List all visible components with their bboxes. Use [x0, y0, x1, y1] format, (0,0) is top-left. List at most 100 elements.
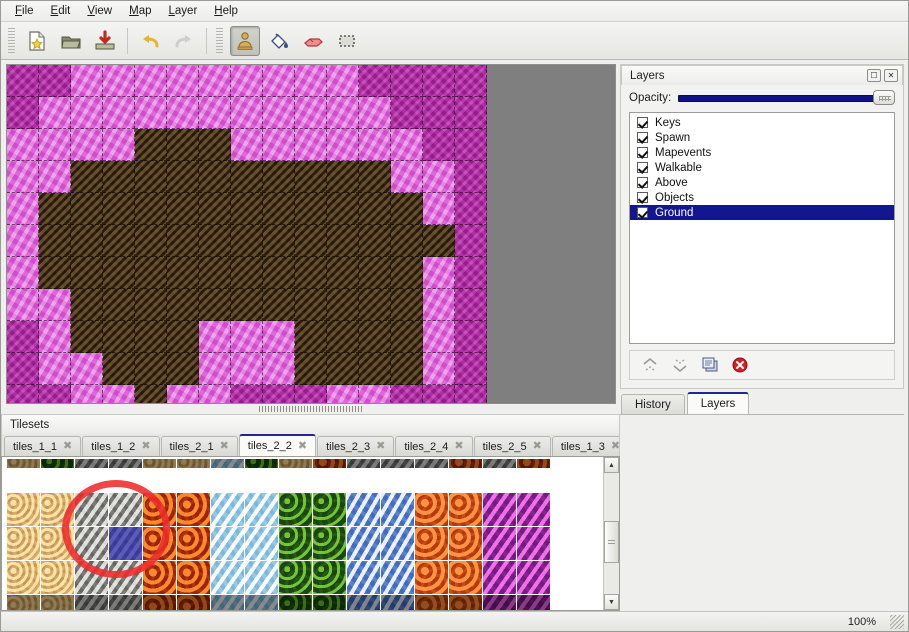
- tileset-tile[interactable]: [211, 561, 244, 594]
- side-tab-history[interactable]: History: [621, 394, 685, 414]
- layer-visibility-checkbox[interactable]: [637, 177, 648, 188]
- map-tile[interactable]: [7, 161, 39, 193]
- map-tile[interactable]: [71, 129, 103, 161]
- tileset-tile[interactable]: [143, 527, 176, 560]
- tileset-tile[interactable]: [109, 527, 142, 560]
- tileset-tile[interactable]: [415, 595, 448, 610]
- tileset-tile[interactable]: [381, 561, 414, 594]
- map-tile[interactable]: [7, 321, 39, 353]
- tileset-tile[interactable]: [415, 493, 448, 526]
- menu-item-view[interactable]: View: [87, 4, 113, 17]
- tileset-tab-close-icon[interactable]: ✖: [297, 439, 308, 452]
- map-tile[interactable]: [103, 161, 135, 193]
- tileset-tile[interactable]: [517, 561, 550, 594]
- tileset-tile[interactable]: [211, 595, 244, 610]
- map-tile[interactable]: [199, 257, 231, 289]
- map-tile[interactable]: [295, 65, 327, 97]
- map-tile[interactable]: [71, 385, 103, 403]
- tileset-tile[interactable]: [449, 493, 482, 526]
- map-tile[interactable]: [7, 65, 39, 97]
- tileset-tab-bar[interactable]: tiles_1_1 ✖ tiles_1_2 ✖ tiles_2_1 ✖ tiles_2_2 ✖…: [1, 434, 620, 456]
- tileset-tab-close-icon[interactable]: ✖: [141, 440, 151, 452]
- map-tile[interactable]: [295, 289, 327, 321]
- tileset-tile[interactable]: [211, 459, 244, 468]
- tileset-tile[interactable]: [347, 595, 380, 610]
- tileset-tile[interactable]: [41, 493, 74, 526]
- map-tile[interactable]: [7, 289, 39, 321]
- map-tile[interactable]: [391, 225, 423, 257]
- map-tile[interactable]: [455, 193, 487, 225]
- tileset-tab-tiles_2_5[interactable]: tiles_2_5 ✖: [473, 436, 551, 456]
- map-tile[interactable]: [7, 225, 39, 257]
- tileset-tile[interactable]: [143, 595, 176, 610]
- tools-drag-handle[interactable]: [215, 27, 224, 54]
- tileset-tile[interactable]: [177, 527, 210, 560]
- map-tile[interactable]: [231, 257, 263, 289]
- map-tile[interactable]: [71, 225, 103, 257]
- tileset-tile[interactable]: [245, 493, 278, 526]
- map-tile[interactable]: [263, 193, 295, 225]
- map-tile[interactable]: [295, 193, 327, 225]
- map-tile[interactable]: [231, 97, 263, 129]
- map-tile[interactable]: [135, 257, 167, 289]
- map-tile[interactable]: [39, 65, 71, 97]
- map-tile[interactable]: [327, 289, 359, 321]
- map-tile[interactable]: [263, 129, 295, 161]
- map-tile[interactable]: [455, 321, 487, 353]
- map-tile[interactable]: [391, 161, 423, 193]
- map-tile[interactable]: [167, 257, 199, 289]
- map-tile[interactable]: [135, 353, 167, 385]
- map-tile[interactable]: [263, 321, 295, 353]
- menu-item-file[interactable]: File: [15, 4, 34, 17]
- map-tile[interactable]: [455, 65, 487, 97]
- map-tile[interactable]: [199, 129, 231, 161]
- tileset-tile[interactable]: [7, 561, 40, 594]
- map-tile[interactable]: [231, 129, 263, 161]
- map-tile[interactable]: [167, 385, 199, 403]
- open-map-button[interactable]: [56, 26, 86, 56]
- map-tile[interactable]: [359, 161, 391, 193]
- map-tile[interactable]: [167, 353, 199, 385]
- map-tile[interactable]: [39, 385, 71, 403]
- opacity-slider-handle[interactable]: [873, 90, 895, 105]
- map-tile[interactable]: [199, 97, 231, 129]
- map-tile[interactable]: [199, 353, 231, 385]
- map-tile[interactable]: [391, 257, 423, 289]
- new-map-button[interactable]: [22, 26, 52, 56]
- tileset-tile[interactable]: [41, 561, 74, 594]
- map-tile[interactable]: [167, 97, 199, 129]
- redo-button[interactable]: [169, 26, 199, 56]
- tileset-tile[interactable]: [449, 459, 482, 468]
- tileset-tile[interactable]: [177, 595, 210, 610]
- tileset-tab-tiles_2_3[interactable]: tiles_2_3 ✖: [317, 436, 395, 456]
- map-tile[interactable]: [327, 193, 359, 225]
- map-tile[interactable]: [199, 193, 231, 225]
- map-tile[interactable]: [167, 129, 199, 161]
- save-map-button[interactable]: [90, 26, 120, 56]
- map-tile[interactable]: [167, 289, 199, 321]
- map-tile[interactable]: [71, 321, 103, 353]
- layer-list-item[interactable]: Objects: [630, 190, 894, 205]
- map-tile-grid[interactable]: [7, 65, 487, 403]
- tileset-tile[interactable]: [41, 459, 74, 468]
- float-icon[interactable]: ☐: [867, 69, 881, 82]
- map-tile[interactable]: [359, 129, 391, 161]
- move-layer-down-button[interactable]: [670, 355, 690, 375]
- map-tile[interactable]: [327, 385, 359, 403]
- tileset-tile[interactable]: [313, 561, 346, 594]
- map-tile[interactable]: [167, 321, 199, 353]
- map-tile[interactable]: [39, 193, 71, 225]
- map-tile[interactable]: [71, 289, 103, 321]
- map-tile[interactable]: [231, 225, 263, 257]
- tileset-tile[interactable]: [381, 595, 414, 610]
- tileset-tile[interactable]: [381, 493, 414, 526]
- tileset-tile[interactable]: [75, 595, 108, 610]
- tileset-tile[interactable]: [517, 595, 550, 610]
- layer-visibility-checkbox[interactable]: [637, 132, 648, 143]
- scroll-down-arrow-icon[interactable]: ▼: [604, 594, 619, 610]
- map-tile[interactable]: [295, 97, 327, 129]
- map-tile[interactable]: [391, 321, 423, 353]
- map-tile[interactable]: [39, 289, 71, 321]
- map-tile[interactable]: [423, 257, 455, 289]
- map-tile[interactable]: [295, 161, 327, 193]
